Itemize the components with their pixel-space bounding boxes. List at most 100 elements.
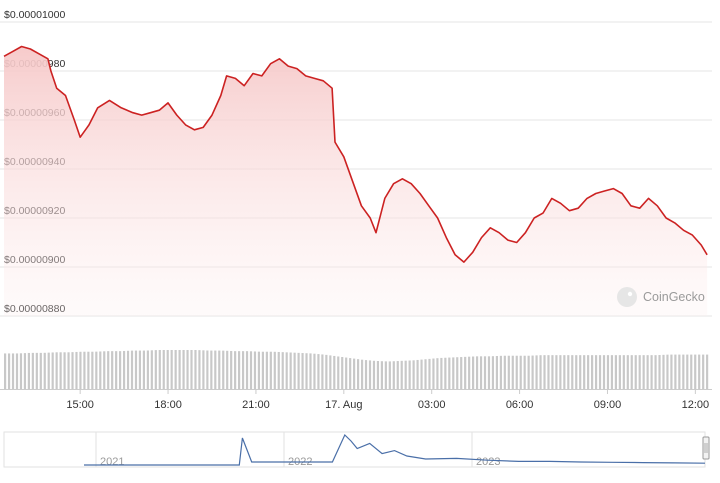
volume-bar	[63, 352, 66, 389]
volume-bar	[166, 350, 169, 389]
volume-bar	[519, 355, 522, 389]
volume-bar	[122, 350, 126, 389]
volume-bar	[241, 351, 245, 389]
volume-bar	[666, 354, 669, 389]
volume-bar	[583, 355, 586, 389]
volume-bar	[249, 351, 253, 389]
volume-bar	[269, 351, 272, 389]
volume-bar	[591, 355, 594, 389]
volume-bar	[674, 354, 677, 389]
volume-bar	[214, 350, 217, 389]
volume-bar	[353, 358, 356, 389]
volume-bar	[333, 355, 336, 389]
volume-bar	[388, 361, 391, 389]
navigator-frame	[3, 431, 706, 468]
volume-bar	[142, 350, 145, 389]
x-tick-label: 18:00	[154, 399, 182, 411]
volume-bar	[690, 354, 693, 389]
volume-bar	[265, 351, 268, 389]
volume-bar	[130, 350, 134, 389]
volume-bar	[511, 355, 514, 389]
watermark-label: CoinGecko	[643, 290, 705, 304]
volume-bar	[531, 355, 534, 389]
volume-bar	[614, 355, 617, 389]
volume-bar	[349, 358, 352, 389]
x-tick-label: 21:00	[242, 399, 270, 411]
volume-bar	[170, 350, 173, 389]
volume-bar	[301, 353, 304, 389]
volume-bar	[567, 355, 570, 389]
range-navigator[interactable]: 2021 2022 2023	[3, 431, 710, 468]
x-tick-label: 17. Aug	[325, 399, 362, 411]
volume-bar	[650, 355, 653, 389]
volume-bar	[341, 357, 344, 389]
y-tick-label: $0.00001000	[4, 9, 65, 21]
volume-bar	[535, 355, 538, 389]
volume-bar	[404, 360, 407, 389]
volume-bar	[253, 351, 257, 389]
volume-bar	[594, 355, 598, 389]
volume-bar	[559, 355, 562, 389]
volume-bar	[515, 355, 518, 389]
volume-bar	[539, 355, 542, 389]
volume-bar	[357, 359, 360, 389]
volume-bar	[39, 352, 42, 389]
volume-bar	[31, 352, 34, 389]
volume-bar	[238, 351, 241, 389]
volume-bar	[376, 361, 380, 389]
volume-bar	[618, 355, 621, 389]
volume-bar	[297, 352, 300, 389]
volume-bar	[571, 355, 574, 389]
volume-bar	[380, 361, 383, 389]
gecko-eye-icon	[627, 291, 633, 297]
volume-bar	[602, 355, 606, 389]
volume-bar	[626, 355, 629, 389]
volume-bar	[523, 355, 526, 389]
x-axis: 15:00 18:00 21:00 17. Aug 03:00 06:00 09:00 12:…	[66, 389, 709, 411]
volume-bars	[0, 350, 712, 390]
x-tick-label: 06:00	[506, 399, 534, 411]
volume-bar	[7, 353, 11, 389]
volume-bar	[646, 355, 649, 389]
volume-bar	[277, 351, 280, 389]
volume-bar	[234, 351, 237, 389]
volume-bar	[499, 355, 502, 389]
volume-bar	[218, 350, 221, 389]
volume-bar	[682, 354, 685, 389]
volume-bar	[460, 357, 463, 389]
x-tick-label: 12:00	[682, 399, 710, 411]
volume-bar	[281, 352, 284, 389]
volume-bar	[392, 361, 395, 389]
volume-bar	[420, 359, 423, 389]
volume-bar	[678, 354, 681, 389]
volume-bar	[551, 355, 554, 389]
volume-bar	[400, 360, 403, 389]
navigator-line	[84, 433, 706, 466]
volume-bar	[107, 351, 110, 389]
navigator-handle[interactable]	[702, 436, 710, 460]
volume-bar	[138, 350, 142, 389]
volume-bar	[487, 356, 491, 389]
volume-bar	[55, 352, 58, 389]
volume-bar	[424, 359, 427, 389]
volume-bar	[91, 351, 94, 389]
volume-bar	[670, 354, 673, 389]
volume-bar	[638, 355, 641, 389]
volume-bar	[702, 354, 705, 389]
volume-bar	[83, 351, 86, 389]
volume-bar	[289, 352, 292, 389]
volume-bar	[547, 355, 550, 389]
price-area	[4, 46, 708, 316]
volume-bar	[575, 355, 578, 389]
volume-bar	[75, 351, 78, 389]
volume-bar	[27, 352, 30, 389]
volume-bar	[194, 350, 197, 389]
x-tick-label: 03:00	[418, 399, 446, 411]
volume-bar	[15, 353, 19, 389]
x-tick-label: 09:00	[594, 399, 622, 411]
volume-bar	[658, 355, 661, 389]
volume-bar	[103, 351, 106, 389]
volume-bar	[11, 353, 15, 389]
volume-bar	[642, 355, 645, 389]
